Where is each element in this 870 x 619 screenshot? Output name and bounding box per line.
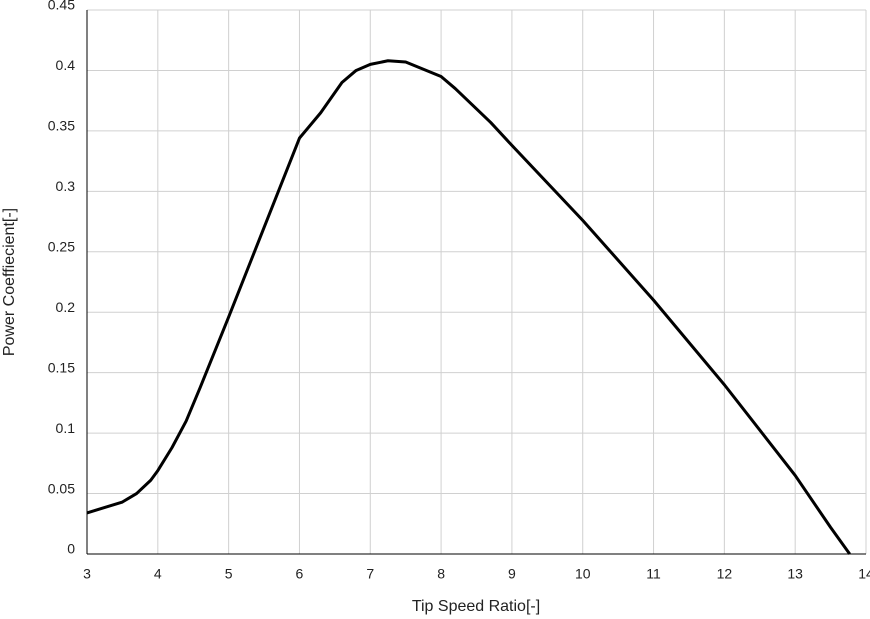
x-tick-label: 13 — [787, 566, 803, 582]
y-tick-label: 0.3 — [56, 178, 76, 194]
y-tick-label: 0.45 — [48, 0, 75, 13]
y-tick-label: 0.4 — [56, 57, 76, 73]
y-tick-label: 0 — [67, 541, 75, 557]
x-tick-label: 7 — [366, 566, 374, 582]
y-tick-label: 0.15 — [48, 359, 75, 375]
x-axis-label: Tip Speed Ratio[-] — [412, 598, 540, 615]
y-tick-label: 0.05 — [48, 480, 75, 496]
x-tick-label: 10 — [575, 566, 591, 582]
data-line — [86, 59, 851, 555]
x-tick-label: 11 — [646, 566, 661, 582]
x-tick-label: 3 — [83, 566, 91, 582]
x-tick-label: 12 — [717, 566, 733, 582]
y-axis-label: Power Coeffiecient[-] — [1, 208, 18, 356]
y-tick-label: 0.35 — [48, 118, 75, 134]
x-tick-label: 8 — [437, 566, 445, 582]
x-tick-label: 4 — [154, 566, 162, 582]
y-tick-label: 0.1 — [56, 420, 76, 436]
x-tick-label: 6 — [296, 566, 304, 582]
x-tick-label: 5 — [225, 566, 233, 582]
x-tick-label: 14 — [858, 566, 870, 582]
x-tick-label: 9 — [508, 566, 516, 582]
y-tick-label: 0.2 — [56, 299, 76, 315]
y-tick-label: 0.25 — [48, 238, 75, 254]
